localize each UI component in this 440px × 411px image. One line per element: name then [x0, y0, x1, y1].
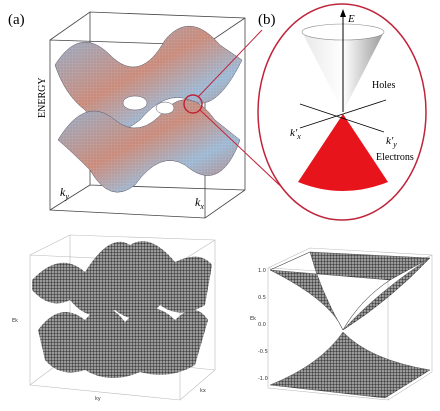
axis-label: E: [347, 13, 355, 25]
zoom-line: [199, 109, 291, 196]
axis-label: kx: [195, 195, 204, 211]
lower-band: [38, 307, 208, 379]
axis-label: kx: [200, 388, 206, 394]
axis-label-sub: y: [392, 140, 397, 149]
zoom-circle: [257, 3, 427, 221]
upper-band: [32, 241, 212, 319]
axis-label-base: k': [290, 127, 298, 139]
z-tick-label: -0.5: [258, 349, 268, 355]
axis-label-base: k: [60, 185, 66, 199]
annotation: Electrons: [376, 152, 414, 163]
axis-label: Ek: [250, 316, 256, 322]
axis-label-sub: x: [296, 132, 301, 141]
panel-label: (b): [258, 12, 276, 28]
panel-label: (a): [8, 12, 25, 28]
upper-cone: [269, 251, 431, 331]
kx-axis: [299, 99, 387, 129]
band-gap-hole: [122, 95, 148, 111]
axis-label: ky: [60, 185, 69, 201]
zoom-line: [197, 29, 263, 98]
panel-c: Ek ky kx: [12, 234, 216, 402]
panel-d: Ek 1.0 0.5 0.0 -0.5 -1.0: [250, 247, 433, 401]
arrowhead: [340, 9, 346, 17]
axis-label-base: k': [386, 135, 394, 147]
z-tick-label: 1.0: [258, 268, 266, 274]
band-gap-hole: [155, 101, 175, 115]
dirac-point-marker: [183, 94, 203, 114]
panel-a: (a) ENERGY ky kx: [8, 11, 246, 219]
axis-label: ky: [95, 396, 101, 402]
annotation: Holes: [372, 80, 395, 91]
upper-band-mesh: [55, 26, 242, 131]
axis-label-base: k: [195, 195, 201, 209]
axis-label: ENERGY: [37, 77, 48, 118]
axis-label: k'x: [290, 127, 301, 141]
ky-axis: [299, 103, 385, 133]
axis-label-sub: x: [199, 202, 204, 211]
z-tick-label: 0.5: [258, 295, 266, 301]
z-tick-label: -1.0: [258, 376, 268, 382]
panel-b: (b) E Holes Electrons k'x k'y: [197, 3, 427, 221]
axis-label: k'y: [386, 135, 397, 149]
lower-cone: [269, 331, 431, 399]
z-ticks: 1.0 0.5 0.0 -0.5 -1.0: [258, 268, 268, 382]
lower-band-mesh: [58, 99, 240, 193]
axis-label-sub: y: [64, 192, 69, 201]
electron-cone: [298, 114, 388, 191]
axis-label: Ek: [12, 318, 18, 324]
z-tick-label: 0.0: [258, 322, 266, 328]
